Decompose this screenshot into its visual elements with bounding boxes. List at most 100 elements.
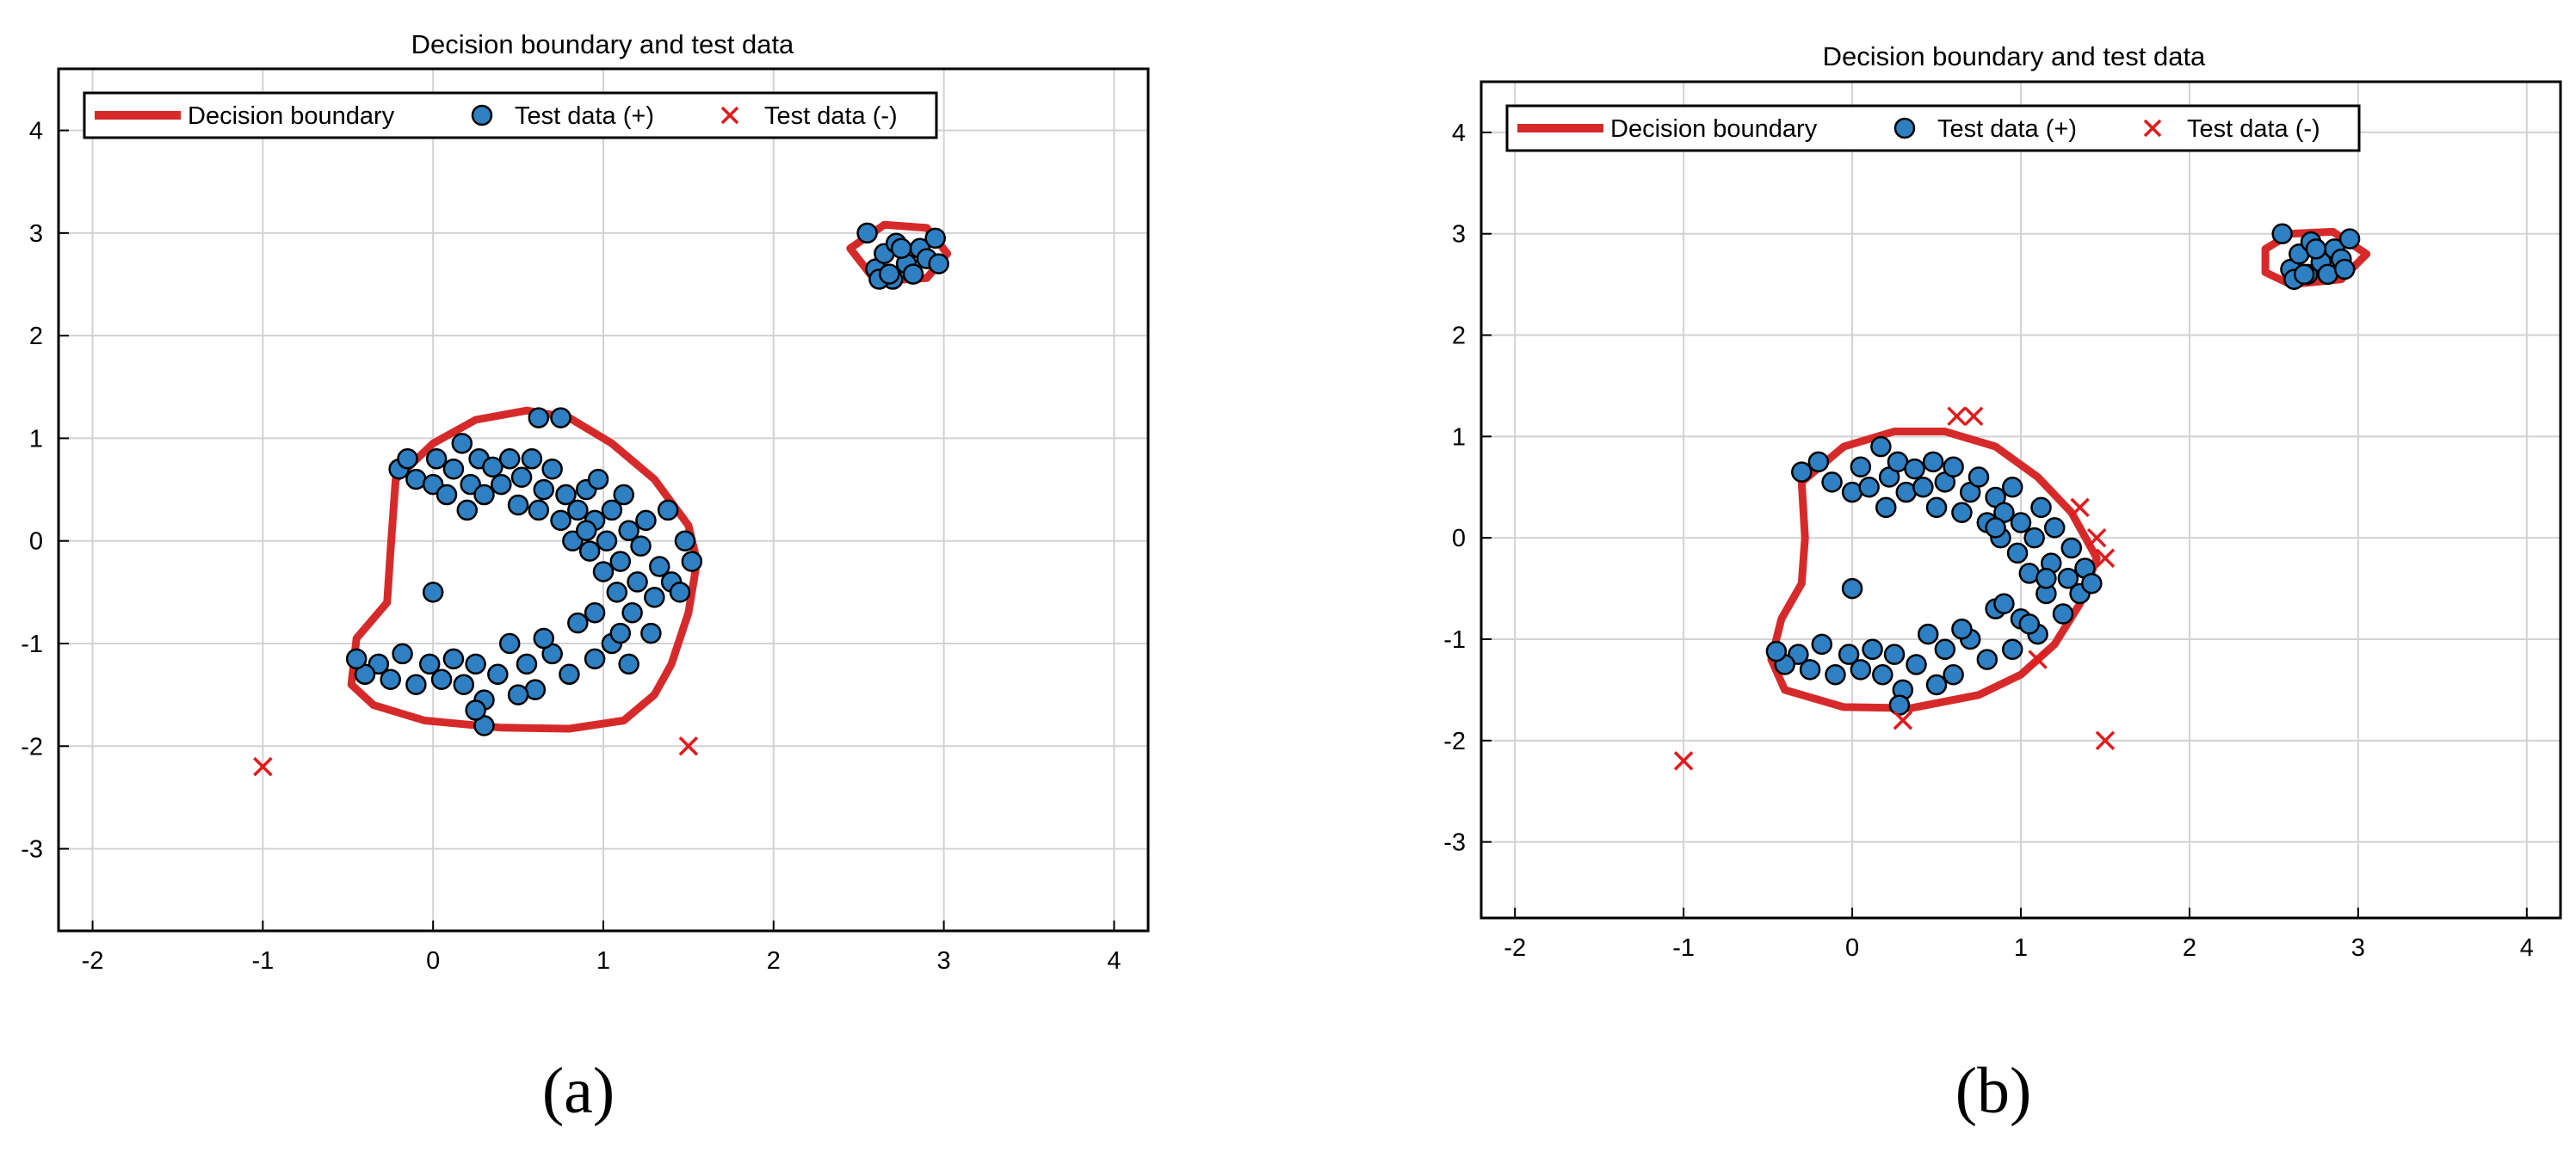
caption-a: (a) bbox=[492, 1054, 664, 1129]
panel-a-ytick-label: 3 bbox=[29, 220, 43, 248]
panel-b-xtick-label: 3 bbox=[2351, 934, 2365, 962]
panel-b-point-positive bbox=[1841, 577, 1863, 600]
panel-a-point-positive bbox=[533, 627, 555, 650]
panel-a-point-positive bbox=[627, 571, 648, 593]
panel-a-point-positive bbox=[890, 237, 912, 259]
panel-b-point-positive bbox=[2060, 537, 2083, 559]
panel-a-point-positive bbox=[451, 433, 473, 454]
panel-b-point-positive bbox=[1883, 644, 1906, 665]
panel-b-point-positive bbox=[2293, 263, 2315, 286]
panel-b-point-positive bbox=[1943, 663, 1964, 686]
panel-a-point-positive bbox=[392, 643, 413, 665]
panel-a-point-positive bbox=[380, 668, 401, 690]
panel-a-xtick-label: -1 bbox=[251, 947, 274, 975]
panel-a-point-positive bbox=[559, 663, 580, 686]
panel-a-point-positive bbox=[669, 582, 691, 603]
caption-b: (b) bbox=[1907, 1054, 2079, 1129]
panel-a-point-positive bbox=[533, 478, 555, 501]
panel-b-point-positive bbox=[1906, 654, 1927, 675]
panel-b-point-positive bbox=[1811, 633, 1833, 656]
panel-b-ytick-label: 3 bbox=[1452, 221, 1466, 249]
panel-a-legend-label-boundary: Decision boundary bbox=[188, 102, 395, 130]
panel-a-point-positive bbox=[465, 653, 486, 675]
panel-b-point-positive bbox=[2023, 527, 2045, 549]
panel-a-point-positive bbox=[453, 674, 475, 695]
panel-a-point-positive bbox=[498, 632, 521, 655]
panel-a-xtick-label: 1 bbox=[596, 947, 610, 975]
panel-b-title: Decision boundary and test data bbox=[1823, 41, 2206, 71]
panel-a-point-positive bbox=[507, 684, 529, 705]
panel-a-point-positive bbox=[567, 499, 589, 521]
panel-b-xtick-label: 0 bbox=[1845, 934, 1859, 962]
panel-a-legend-label-negative: Test data (-) bbox=[764, 102, 898, 130]
panel-a-point-positive bbox=[578, 540, 601, 562]
panel-a-point-positive bbox=[613, 484, 634, 506]
panel-b-point-positive bbox=[2006, 542, 2029, 564]
panel-a-point-positive bbox=[681, 551, 703, 572]
panel-a-point-positive bbox=[541, 458, 563, 480]
panel-a-point-positive bbox=[584, 601, 606, 624]
panel-a-ytick-label: 0 bbox=[29, 528, 43, 556]
panel-b-point-positive bbox=[2030, 496, 2052, 519]
panel-a-point-positive bbox=[621, 601, 643, 624]
panel-a-point-positive bbox=[596, 530, 618, 551]
panel-b-point-positive bbox=[2001, 638, 2023, 661]
panel-a-point-positive bbox=[928, 253, 949, 274]
panel-a-point-positive bbox=[902, 263, 924, 285]
panel-a-point-positive bbox=[575, 520, 597, 542]
panel-b-point-positive bbox=[1925, 674, 1948, 696]
panel-b-point-negative bbox=[2095, 548, 2116, 568]
panel-b-point-positive bbox=[1968, 466, 1990, 488]
panel-b-point-positive bbox=[2052, 603, 2074, 625]
panel-b-point-positive bbox=[2305, 238, 2327, 260]
panel-b-point-positive bbox=[2035, 568, 2057, 589]
panel-b-point-positive bbox=[1825, 663, 1846, 686]
panel-a-legend-label-positive: Test data (+) bbox=[515, 102, 654, 130]
panel-a-point-positive bbox=[587, 468, 609, 490]
panel-a-point-positive bbox=[649, 556, 670, 577]
panel-b-point-negative bbox=[1947, 406, 1967, 427]
panel-b-point-positive bbox=[1875, 496, 1897, 519]
panel-a-point-positive bbox=[657, 499, 679, 521]
panel-a-xtick-label: 3 bbox=[937, 947, 951, 975]
panel-a-legend-negative-swatch bbox=[720, 106, 739, 125]
panel-b-point-positive bbox=[1934, 638, 1956, 661]
panel-b-point-positive bbox=[1925, 496, 1948, 519]
panel-a-xtick-label: 4 bbox=[1107, 947, 1121, 975]
panel-a-point-positive bbox=[418, 653, 441, 675]
panel-b-point-positive bbox=[1951, 502, 1973, 523]
panel-b-legend-label-negative: Test data (-) bbox=[2187, 115, 2320, 143]
panel-b-point-positive bbox=[2333, 258, 2356, 280]
panel-b-point-positive bbox=[1850, 659, 1872, 681]
panel-a-point-positive bbox=[856, 222, 878, 244]
panel-b-point-negative bbox=[1893, 711, 1913, 730]
panel-b-point-positive bbox=[1985, 517, 2006, 539]
panel-b-point-positive bbox=[1838, 644, 1860, 665]
panel-a-point-positive bbox=[879, 263, 900, 285]
panel-a-ytick-label: 1 bbox=[29, 425, 43, 453]
panel-b-point-positive bbox=[1943, 456, 1964, 477]
panel-b-point-positive bbox=[1850, 456, 1872, 477]
panel-a-legend: Decision boundary Test data (+) Test data … bbox=[83, 91, 938, 139]
panel-a-ytick-label: 2 bbox=[29, 323, 43, 350]
panel-a-point-positive bbox=[630, 535, 652, 557]
panel-b-point-positive bbox=[1904, 458, 1925, 480]
panel-b-legend: Decision boundary Test data (+) Test data … bbox=[1505, 104, 2361, 152]
panel-b-xtick-label: -1 bbox=[1672, 934, 1695, 962]
panel-b-point-positive bbox=[1917, 623, 1939, 645]
panel-a-point-positive bbox=[635, 509, 657, 532]
panel-a-point-positive bbox=[528, 499, 550, 521]
panel-b-legend-label-boundary: Decision boundary bbox=[1610, 115, 1818, 143]
panel-a-point-positive bbox=[436, 484, 458, 506]
panel-b-point-positive bbox=[1872, 663, 1893, 686]
panel-b-point-positive bbox=[1862, 638, 1883, 661]
panel-b-legend-box bbox=[1505, 104, 2361, 152]
panel-a-ytick-label: 4 bbox=[29, 118, 43, 145]
panel-a-point-positive bbox=[507, 494, 529, 516]
panel-a-point-positive bbox=[425, 448, 448, 470]
panel-b-point-positive bbox=[1821, 471, 1843, 493]
panel-b-xtick-label: 1 bbox=[2014, 934, 2028, 962]
panel-a-chart: Decision boundary and test data -2 -1 0 1 2 3… bbox=[21, 29, 1150, 975]
panel-b-point-positive bbox=[2271, 223, 2293, 244]
panel-b-xtick-label: -2 bbox=[1504, 934, 1526, 962]
